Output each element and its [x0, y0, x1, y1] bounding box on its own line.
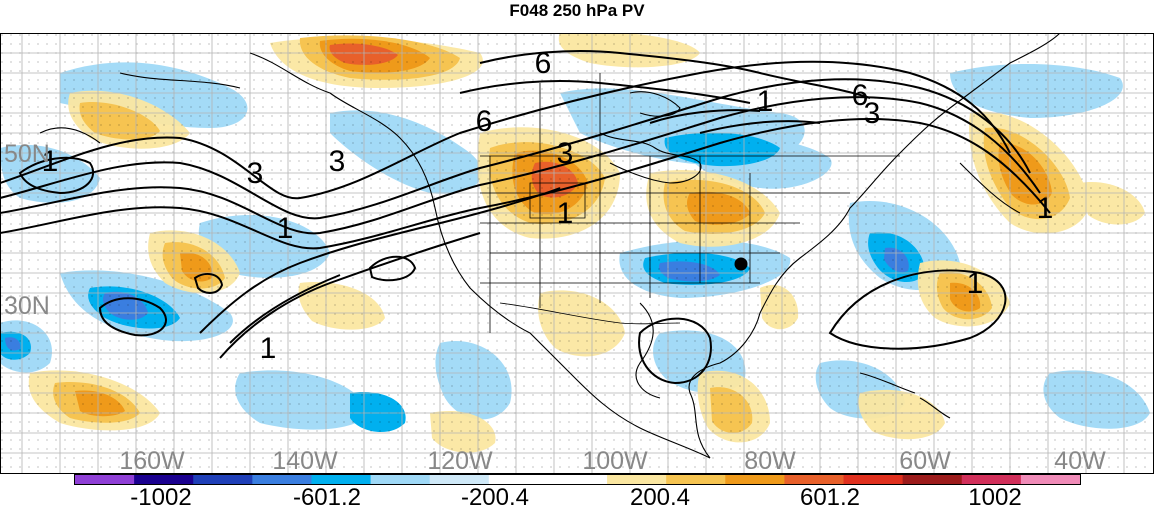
axis-labels: 50N 30N 160W 140W 120W 100W 80W 60W 40W — [4, 140, 1106, 474]
colorbar-swatch — [784, 475, 845, 484]
lon-label: 40W — [1054, 447, 1106, 474]
colorbar-swatch — [75, 475, 135, 484]
lat-lon-grid — [0, 33, 1154, 474]
contour-label: 1 — [260, 332, 277, 365]
colorbar-swatch — [902, 475, 963, 484]
lon-label: 80W — [744, 447, 796, 474]
lon-label: 60W — [899, 447, 951, 474]
colorbar-swatch — [843, 475, 904, 484]
pv-contours — [0, 50, 1051, 385]
colorbar-swatch — [370, 475, 431, 484]
colorbar-swatch — [607, 475, 667, 484]
contour-label: 6 — [535, 47, 552, 80]
colorbar-label: 200.4 — [629, 484, 691, 511]
colorbar-frame — [74, 474, 1081, 485]
lat-label: 30N — [4, 292, 50, 320]
colorbar-label: -1002 — [130, 484, 192, 511]
colorbar-swatch — [311, 475, 372, 484]
lon-label: 140W — [272, 447, 338, 474]
colorbar — [74, 474, 1081, 485]
contour-label: 3 — [557, 137, 574, 170]
lon-label: 100W — [582, 447, 648, 474]
contour-label: 1 — [757, 85, 774, 118]
colorbar-swatch — [725, 475, 785, 484]
contour-label: 3 — [329, 145, 346, 178]
colorbar-swatch — [961, 475, 1022, 484]
contour-label: 6 — [476, 105, 493, 138]
lon-label: 120W — [427, 447, 493, 474]
contour-label: 3 — [864, 97, 881, 130]
lon-label: 160W — [119, 447, 185, 474]
colorbar-label: -601.2 — [292, 484, 362, 511]
colorbar-swatch — [134, 475, 194, 484]
contour-label: 1 — [277, 212, 294, 245]
colorbar-swatch — [252, 475, 312, 484]
colorbar-swatch — [1020, 475, 1081, 484]
political-borders — [480, 73, 900, 333]
colorbar-swatch — [488, 475, 549, 484]
colorbar-label: -200.4 — [460, 484, 530, 511]
contour-label-group: 6 6 6 3 3 3 3 1 1 1 1 1 1 1 — [42, 47, 1054, 365]
colorbar-label: 1002 — [968, 484, 1022, 511]
colorbar-label: 601.2 — [799, 484, 861, 511]
lat-label: 50N — [4, 140, 50, 168]
coastlines — [39, 33, 1061, 459]
contour-label: 1 — [1037, 192, 1054, 225]
colorbar-swatch — [429, 475, 490, 484]
contour-label: 6 — [852, 79, 869, 112]
colorbar-swatch — [193, 475, 253, 484]
contour-label: 3 — [247, 157, 264, 190]
contour-label: 1 — [557, 197, 574, 230]
stipple-overlay — [0, 33, 1154, 474]
contour-label: 1 — [967, 267, 984, 300]
colorbar-swatch — [547, 475, 608, 484]
map-title: F048 250 hPa PV — [509, 1, 645, 20]
colorbar-swatch — [666, 475, 726, 484]
location-marker — [734, 257, 748, 271]
pv-map: 6 6 6 3 3 3 3 1 1 1 1 1 1 1 50N 30N 160W… — [0, 33, 1154, 474]
contour-label: 1 — [42, 145, 59, 178]
